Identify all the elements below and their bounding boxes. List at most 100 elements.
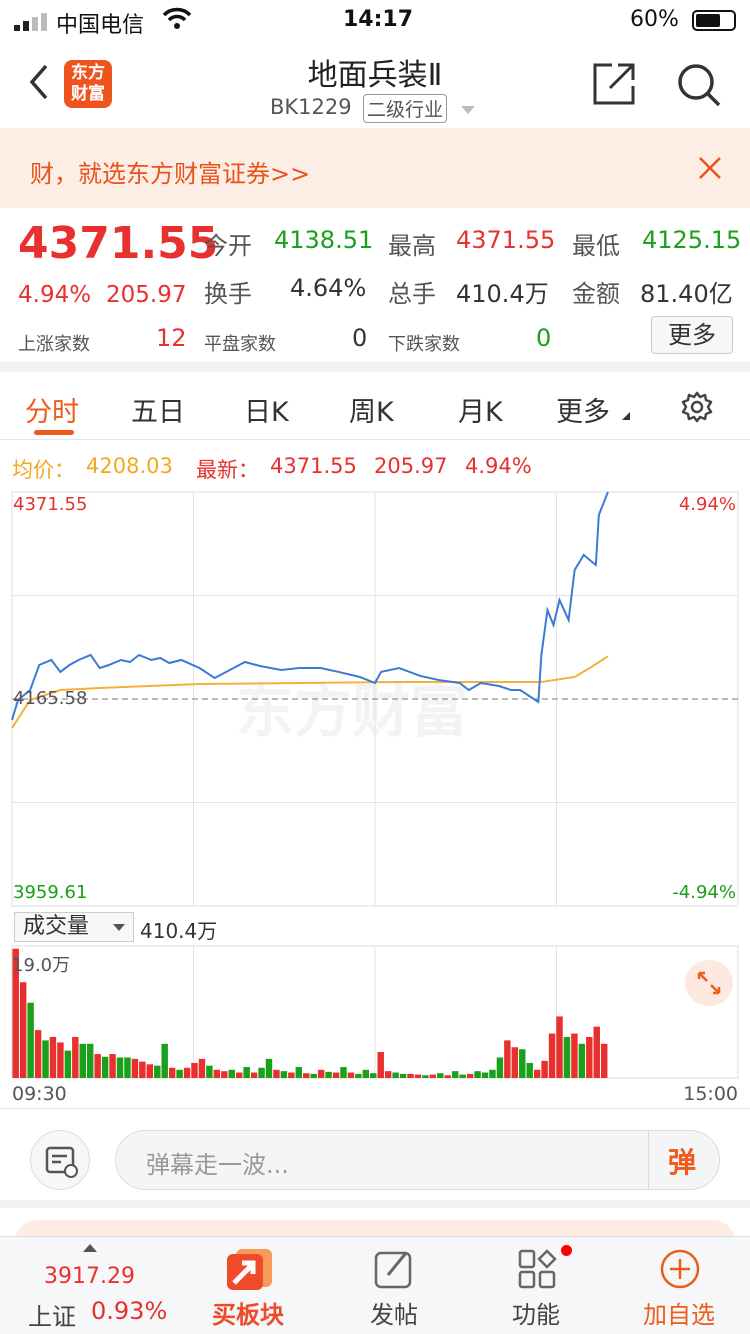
add-watchlist-icon[interactable] [660,1249,700,1293]
volume-bar [191,1062,198,1078]
volume-bar [161,1043,168,1078]
functions-icon[interactable] [518,1249,558,1293]
dropdown-icon[interactable] [461,106,475,114]
volume-bar [176,1069,183,1078]
y-label-bottom: 3959.61 [13,882,88,903]
volume-bar [280,1071,288,1078]
back-icon[interactable] [26,62,52,106]
active-tab-indicator [34,430,74,435]
volume-bar [288,1072,295,1078]
volume-bar [399,1073,407,1078]
volume-bar [422,1075,429,1078]
sector-code: BK1229 [270,95,352,119]
open-value: 4138.51 [274,226,374,254]
volume-bar [504,1040,511,1078]
high-label: 最高 [388,232,436,260]
expand-icon[interactable] [685,960,733,1006]
volume-bar [384,1071,392,1078]
nav-bar: 东方财富 地面兵装Ⅱ BK1229 二级行业 [0,40,750,128]
volume-bar [459,1074,466,1078]
volume-bar [355,1073,362,1078]
legend-change: 205.97 [374,454,448,478]
danmaku-input[interactable]: 弹幕走一波... 弹 [115,1130,720,1190]
nav-post[interactable]: 发帖 [370,1301,418,1329]
share-icon[interactable] [592,62,636,110]
close-icon[interactable] [698,156,722,184]
volume-bar [79,1043,86,1078]
indicator-select-label: 成交量 [23,914,90,939]
open-label: 今开 [204,232,252,260]
danmaku-send-button[interactable]: 弹 [668,1146,697,1179]
volume-bar [362,1069,370,1078]
index-pct[interactable]: 0.93% [91,1297,168,1325]
volume-bar [221,1071,228,1078]
carrier: 中国电信 [56,13,145,38]
promo-banner[interactable]: 财，就选东方财富证券>> [0,128,750,208]
y-label-top: 4371.55 [13,494,88,515]
volume-bar [414,1074,422,1078]
tab-weekly-k[interactable]: 周K [349,397,394,428]
amount-value: 81.40亿 [640,280,733,308]
volume-bar [243,1067,250,1078]
volume-bar [511,1047,519,1078]
volume-bar [198,1058,206,1078]
nav-buy-sector[interactable]: 买板块 [212,1301,284,1329]
divider [648,1131,649,1189]
volume-label: 总手 [388,280,436,308]
volume-bar [27,1002,34,1078]
volume-bar [347,1072,355,1078]
volume-total: 410.4万 [140,919,218,943]
y-label-mid: 4165.58 [13,688,88,709]
volume-bar [340,1067,347,1078]
flat-count-label: 平盘家数 [204,334,276,355]
chart-tabs: 分时 五日 日K 周K 月K 更多 [0,372,750,440]
buy-sector-icon[interactable] [222,1247,278,1295]
volume-bar [489,1069,496,1078]
up-arrow-icon [83,1244,97,1252]
danmaku-settings-icon[interactable] [30,1130,90,1190]
nav-add-watchlist[interactable]: 加自选 [643,1301,715,1329]
avg-label: 均价： [12,458,75,482]
volume-bar [519,1049,526,1078]
index-value[interactable]: 3917.29 [44,1264,135,1289]
volume-bar [496,1057,504,1078]
indicator-select[interactable]: 成交量 [14,912,134,942]
status-bar: 中国电信 14:17 60% [0,0,750,40]
gear-icon[interactable] [680,390,714,428]
tab-more[interactable]: 更多 [556,397,610,428]
volume-bar [213,1069,221,1078]
tab-5day[interactable]: 五日 [131,397,185,428]
volume-bar [429,1074,437,1078]
volume-bar [451,1071,459,1078]
post-icon[interactable] [374,1249,414,1293]
volume-bar [64,1050,72,1078]
tab-daily-k[interactable]: 日K [244,397,289,428]
volume-bar [72,1036,79,1078]
volume-bar [310,1073,317,1078]
volume-bar [548,1033,556,1078]
volume-bar [49,1036,57,1078]
search-icon[interactable] [676,62,722,112]
more-button[interactable]: 更多 [651,316,733,354]
divider [0,1108,750,1109]
clock: 14:17 [343,7,414,32]
legend-pct: 4.94% [465,454,532,478]
volume-bar [541,1060,548,1078]
pct-label-top: 4.94% [678,494,736,515]
volume-bar [124,1057,131,1078]
tab-monthly-k[interactable]: 月K [458,397,503,428]
volume-bar [265,1058,273,1078]
volume-bar [481,1072,489,1078]
nav-functions[interactable]: 功能 [512,1301,560,1329]
volume-bar [370,1073,377,1078]
volume-bar [444,1075,451,1078]
low-value: 4125.15 [642,226,742,254]
battery-percent: 60% [630,7,679,32]
volume-bar [407,1073,414,1078]
volume-max-label: 19.0万 [12,955,71,976]
quote-panel: 4371.55 4.94% 205.97 今开 4138.51 最高 4371.… [0,208,750,363]
banner-text[interactable]: 财，就选东方财富证券>> [30,160,311,188]
volume-bar [19,982,27,1078]
tab-intraday[interactable]: 分时 [25,397,79,428]
index-name[interactable]: 上证 [28,1303,76,1331]
